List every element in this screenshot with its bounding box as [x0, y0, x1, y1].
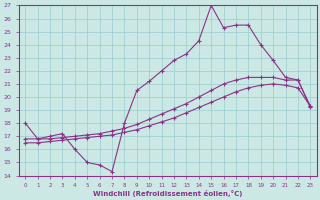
- X-axis label: Windchill (Refroidissement éolien,°C): Windchill (Refroidissement éolien,°C): [93, 190, 243, 197]
